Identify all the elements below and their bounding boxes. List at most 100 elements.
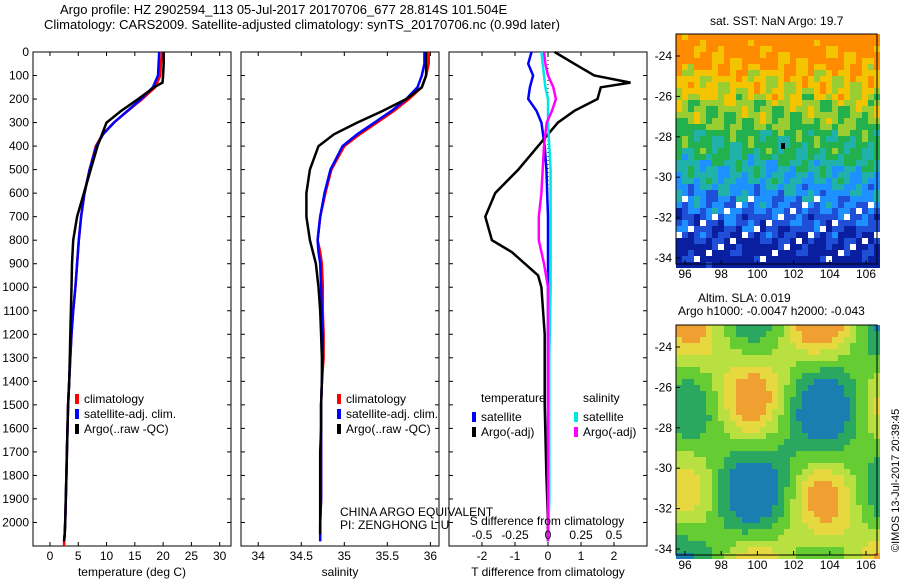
- map-cell: [760, 46, 766, 52]
- map-cell: [760, 214, 766, 220]
- map-cell: [736, 70, 742, 76]
- map-cell: [682, 337, 688, 343]
- map-cell: [844, 154, 850, 160]
- map-cell: [796, 70, 802, 76]
- map-cell: [784, 451, 790, 457]
- map-cell: [862, 523, 868, 529]
- map-cell: [832, 445, 838, 451]
- map-cell: [868, 343, 874, 349]
- map-cell: [718, 535, 724, 541]
- map-cell: [736, 100, 742, 106]
- map-cell: [748, 475, 754, 481]
- map-cell: [832, 148, 838, 154]
- map-cell: [784, 220, 790, 226]
- map-cell: [730, 409, 736, 415]
- map-cell: [766, 40, 772, 46]
- map-cell: [826, 463, 832, 469]
- map-cell: [718, 58, 724, 64]
- map-cell: [826, 106, 832, 112]
- map-cell: [712, 160, 718, 166]
- map-cell: [760, 475, 766, 481]
- map-cell: [838, 427, 844, 433]
- map-cell: [712, 457, 718, 463]
- map-cell: [772, 325, 778, 331]
- map-cell: [808, 106, 814, 112]
- map-cell: [742, 64, 748, 70]
- map-cell: [820, 493, 826, 499]
- map-cell: [856, 34, 862, 40]
- map-cell: [760, 355, 766, 361]
- map-cell: [796, 202, 802, 208]
- map-cell: [802, 331, 808, 337]
- map-cell: [754, 493, 760, 499]
- map-cell: [874, 262, 880, 268]
- map-cell: [796, 463, 802, 469]
- map-cell: [802, 154, 808, 160]
- map-cell: [682, 46, 688, 52]
- map-cell: [724, 547, 730, 553]
- map-cell: [832, 499, 838, 505]
- map-cell: [682, 184, 688, 190]
- map-cell: [694, 232, 700, 238]
- map-cell: [760, 202, 766, 208]
- map-cell: [694, 106, 700, 112]
- map-cell: [748, 256, 754, 262]
- map-cell: [850, 355, 856, 361]
- map-cell: [706, 40, 712, 46]
- map-cell: [838, 355, 844, 361]
- map-cell: [736, 124, 742, 130]
- map-cell: [754, 523, 760, 529]
- map-cell: [772, 226, 778, 232]
- map-cell: [724, 553, 730, 559]
- map-cell: [754, 421, 760, 427]
- map-cell: [868, 148, 874, 154]
- map-cell: [742, 46, 748, 52]
- map-cell: [676, 250, 682, 256]
- map-cell: [718, 415, 724, 421]
- map-cell: [778, 355, 784, 361]
- map-cell: [814, 106, 820, 112]
- map-cell: [700, 184, 706, 190]
- map-cell: [676, 511, 682, 517]
- map-cell: [790, 325, 796, 331]
- map-cell: [694, 553, 700, 559]
- map-cell: [718, 457, 724, 463]
- sla-map-title-line2: Argo h1000: -0.0047 h2000: -0.043: [678, 304, 865, 318]
- map-cell: [748, 427, 754, 433]
- map-cell: [742, 154, 748, 160]
- map-cell: [742, 457, 748, 463]
- map-cell: [736, 136, 742, 142]
- map-cell: [730, 46, 736, 52]
- series-line: [305, 52, 428, 535]
- map-cell: [784, 46, 790, 52]
- map-cell: [700, 451, 706, 457]
- map-cell: [694, 445, 700, 451]
- map-cell: [820, 475, 826, 481]
- map-cell: [688, 523, 694, 529]
- map-cell: [676, 403, 682, 409]
- map-cell: [862, 463, 868, 469]
- map-cell: [862, 475, 868, 481]
- map-cell: [676, 385, 682, 391]
- map-cell: [718, 238, 724, 244]
- map-cell: [718, 76, 724, 82]
- map-cell: [820, 172, 826, 178]
- map-cell: [748, 226, 754, 232]
- map-cell: [772, 220, 778, 226]
- map-cell: [700, 46, 706, 52]
- map-cell: [688, 214, 694, 220]
- map-cell: [712, 355, 718, 361]
- map-cell: [718, 427, 724, 433]
- map-cell: [760, 481, 766, 487]
- map-cell: [694, 355, 700, 361]
- map-cell: [832, 427, 838, 433]
- map-cell: [802, 373, 808, 379]
- map-cell: [724, 244, 730, 250]
- map-cell: [760, 403, 766, 409]
- map-cell: [862, 433, 868, 439]
- map-cell: [820, 373, 826, 379]
- map-cell: [778, 178, 784, 184]
- map-cell: [748, 172, 754, 178]
- map-cell: [868, 202, 874, 208]
- map-cell: [778, 505, 784, 511]
